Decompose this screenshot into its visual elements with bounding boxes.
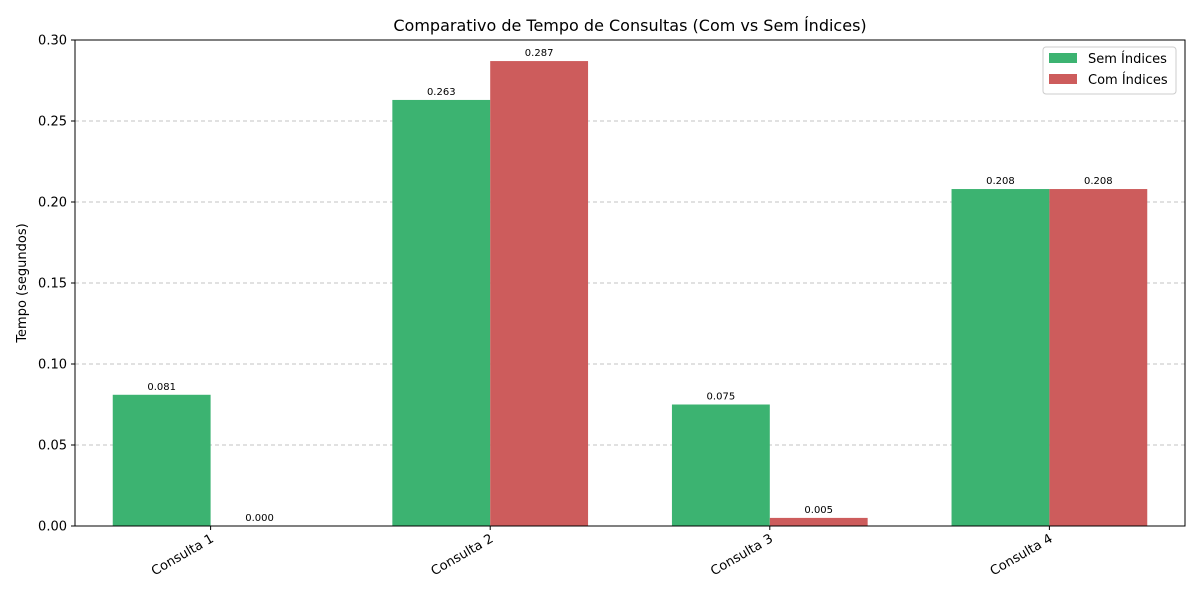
x-tick-label: Consulta 2 [429, 531, 497, 579]
data-label-sem-indices-1: 0.081 [147, 382, 176, 393]
y-axis-label: Tempo (segundos) [15, 223, 30, 343]
data-label-com-indices-2: 0.287 [525, 48, 554, 59]
legend-swatch-sem-indices [1049, 53, 1077, 63]
x-tick-label: Consulta 3 [708, 531, 776, 579]
bar-com-indices-3 [769, 517, 868, 526]
data-label-com-indices-3: 0.005 [804, 505, 833, 516]
legend-label-sem-indices: Sem Índices [1088, 51, 1167, 67]
y-tick-label: 0.05 [38, 439, 67, 454]
y-tick-label: 0.00 [38, 520, 67, 535]
data-label-sem-indices-3: 0.075 [707, 392, 736, 403]
y-tick-label: 0.20 [38, 196, 67, 211]
bars [112, 61, 1148, 527]
x-tick-label: Consulta 4 [988, 531, 1056, 579]
bar-com-indices-4 [1049, 189, 1148, 527]
y-tick-label: 0.25 [38, 115, 67, 130]
y-tick-label: 0.15 [38, 277, 67, 292]
chart-title: Comparativo de Tempo de Consultas (Com v… [393, 16, 866, 35]
legend-label-com-indices: Com Índices [1088, 72, 1168, 88]
data-label-sem-indices-4: 0.208 [986, 176, 1015, 187]
data-label-com-indices-1: 0.000 [245, 513, 274, 524]
y-axis-ticks: 0.00 0.05 0.10 0.15 0.20 0.25 0.30 [38, 34, 75, 535]
bar-sem-indices-2 [392, 99, 491, 526]
bar-com-indices-2 [490, 61, 589, 527]
data-labels: 0.081 0.263 0.075 0.208 0.000 0.287 0.005 0.208 [147, 48, 1112, 524]
y-tick-label: 0.30 [38, 34, 67, 49]
bar-sem-indices-3 [671, 404, 770, 526]
legend-swatch-com-indices [1049, 74, 1077, 84]
data-label-com-indices-4: 0.208 [1084, 176, 1113, 187]
x-tick-label: Consulta 1 [149, 531, 217, 579]
bar-sem-indices-4 [951, 189, 1050, 527]
legend: Sem Índices Com Índices [1042, 46, 1177, 95]
y-tick-label: 0.10 [38, 358, 67, 373]
bar-sem-indices-1 [112, 394, 211, 526]
x-axis-ticks: Consulta 1 Consulta 2 Consulta 3 Consulta 4 [149, 526, 1055, 579]
data-label-sem-indices-2: 0.263 [427, 87, 456, 98]
